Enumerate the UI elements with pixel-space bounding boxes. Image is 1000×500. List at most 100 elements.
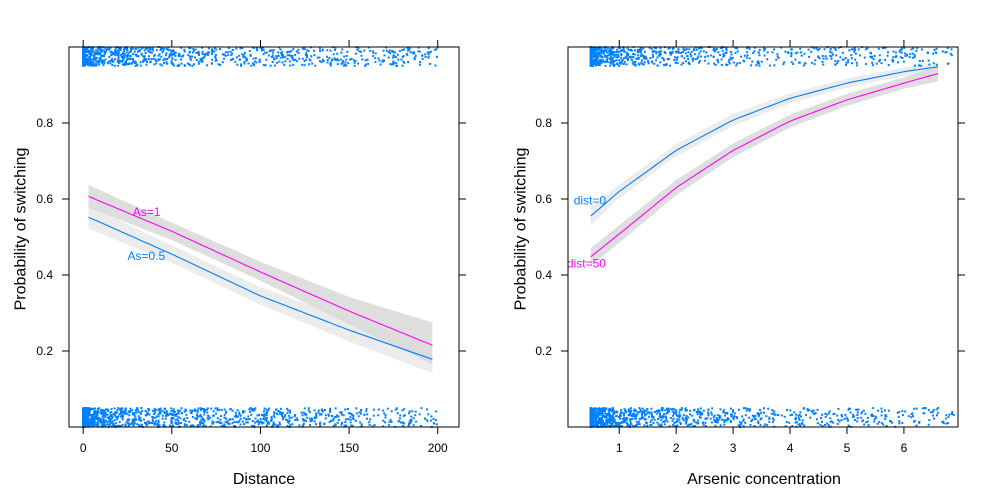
rug-point	[673, 422, 676, 425]
rug-point	[942, 420, 945, 423]
rug-point	[104, 415, 107, 418]
rug-point	[690, 55, 693, 57]
rug-point	[246, 421, 249, 424]
rug-point	[632, 61, 635, 64]
rug-point	[336, 52, 339, 55]
rug-point	[678, 418, 681, 421]
rug-point	[185, 409, 188, 412]
rug-point	[138, 418, 141, 421]
rug-point	[390, 410, 393, 413]
panel-distance: As=0.5As=10 50 100 150 2000.20.40.60.8Distan…	[13, 40, 466, 488]
rug-point	[882, 47, 885, 50]
rug-point	[750, 64, 752, 67]
rug-point	[393, 51, 396, 54]
rug-point	[599, 417, 602, 420]
rug-point	[655, 51, 658, 54]
rug-point	[713, 47, 715, 50]
rug-point	[343, 63, 346, 66]
rug-point	[234, 60, 237, 63]
rug-point	[336, 63, 339, 66]
rug-point	[93, 56, 96, 59]
rug-point	[321, 49, 324, 52]
rug-point	[161, 409, 164, 412]
rug-point	[913, 54, 916, 57]
rug-point	[716, 58, 719, 61]
rug-point	[128, 423, 131, 426]
rug-point	[111, 51, 114, 54]
rug-point	[759, 408, 761, 411]
rug-point	[710, 411, 713, 414]
rug-point	[863, 56, 866, 59]
y-axis-title: Probability of switching	[13, 148, 30, 311]
rug-point	[86, 424, 89, 427]
rug-point	[178, 52, 181, 55]
rug-point	[598, 410, 601, 413]
rug-point	[372, 50, 375, 53]
rug-point	[128, 414, 131, 417]
rug-point	[175, 413, 178, 415]
rug-point	[715, 420, 718, 423]
rug-point	[826, 422, 829, 425]
rug-point	[194, 48, 197, 51]
rug-point	[189, 55, 191, 58]
rug-point	[98, 48, 100, 51]
rug-point	[238, 413, 241, 416]
rug-point	[734, 47, 737, 50]
rug-point	[84, 63, 87, 66]
rug-point	[223, 408, 226, 411]
rug-point	[163, 47, 166, 50]
rug-point	[406, 49, 409, 52]
rug-point	[366, 58, 369, 61]
rug-point	[902, 60, 905, 63]
rug-point	[748, 47, 751, 50]
rug-point	[106, 423, 109, 426]
rug-point	[89, 420, 92, 423]
rug-point	[223, 53, 226, 56]
rug-point	[650, 407, 653, 410]
rug-point	[645, 422, 648, 424]
rug-point	[430, 415, 433, 418]
rug-point	[94, 410, 97, 412]
rug-point	[856, 414, 859, 416]
rug-point	[891, 58, 894, 61]
rug-point	[176, 418, 179, 421]
rug-point	[99, 420, 102, 423]
rug-point	[657, 51, 660, 54]
rug-point	[698, 415, 701, 418]
rug-point	[684, 52, 687, 55]
rug-point	[595, 420, 598, 423]
rug-point	[292, 58, 295, 61]
rug-point	[664, 419, 667, 422]
rug-point	[918, 421, 921, 424]
rug-point	[178, 421, 181, 424]
rug-point	[944, 51, 947, 54]
rug-point	[202, 419, 205, 422]
rug-point	[736, 50, 739, 53]
rug-point	[941, 50, 944, 53]
rug-point	[123, 412, 126, 415]
rug-point	[626, 47, 629, 50]
rug-point	[685, 48, 688, 51]
rug-point	[171, 421, 174, 423]
rug-point	[883, 46, 886, 49]
rug-point	[88, 52, 91, 55]
rug-point	[119, 53, 122, 56]
rug-point	[202, 422, 205, 425]
rug-point	[197, 60, 200, 63]
rug-point	[179, 55, 182, 58]
rug-point	[288, 54, 291, 57]
rug-point	[350, 413, 353, 416]
rug-point	[237, 415, 240, 418]
rug-point	[287, 409, 290, 412]
rug-point	[927, 423, 930, 426]
rug-point	[659, 53, 662, 55]
rug-point	[678, 51, 680, 54]
rug-point	[596, 408, 599, 411]
rug-point	[235, 47, 238, 50]
rug-point	[754, 415, 757, 417]
rug-point	[148, 413, 151, 416]
rug-point	[603, 410, 606, 412]
curve-dist=0	[590, 66, 939, 217]
rug-point	[421, 57, 424, 60]
rug-point	[388, 49, 391, 52]
